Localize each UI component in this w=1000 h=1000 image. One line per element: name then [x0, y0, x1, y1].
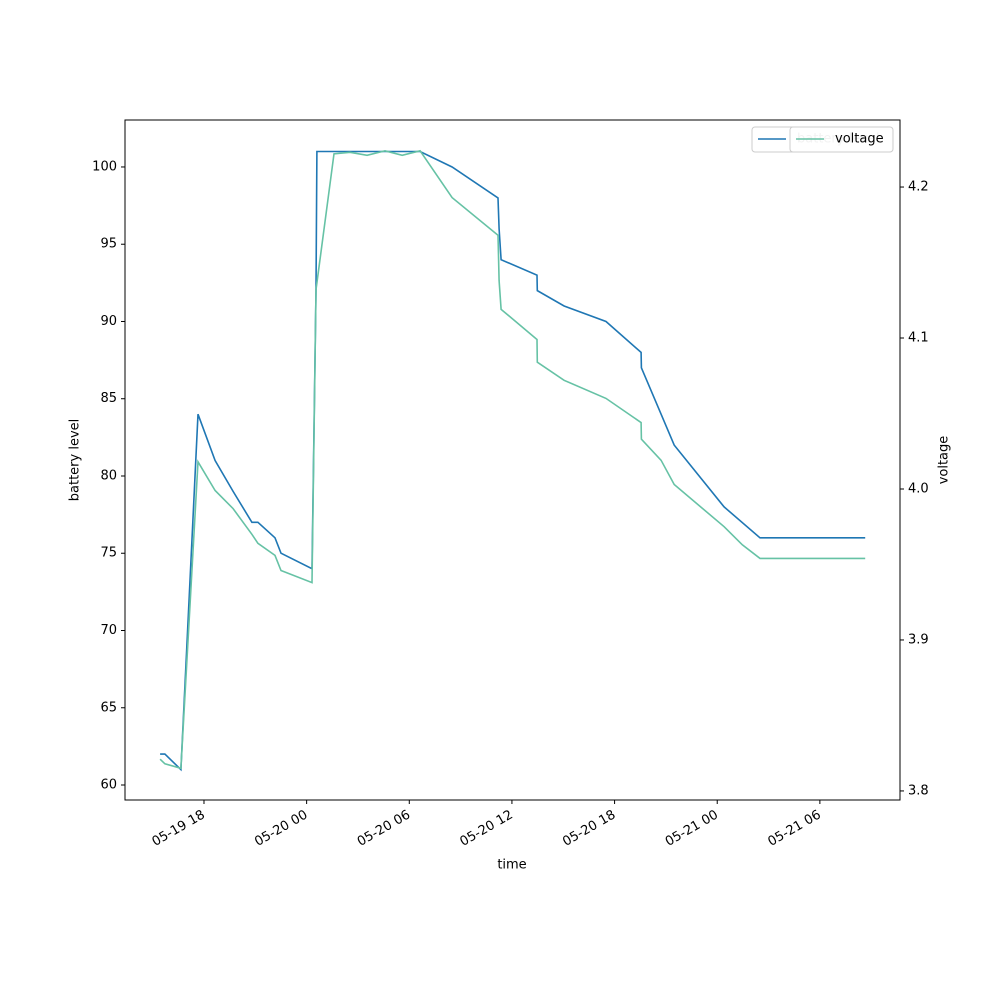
- y-axis-label: battery level: [68, 419, 83, 502]
- y-tick-label: 100: [92, 159, 117, 174]
- x-tick-label: 05-20 00: [252, 808, 310, 850]
- y2-axis-label: voltage: [937, 436, 952, 485]
- y-tick-label: 95: [100, 237, 117, 252]
- y-tick-label: 60: [100, 778, 117, 793]
- legend-box: [789, 126, 894, 153]
- series-line: [159, 149, 866, 770]
- x-tick-label: 05-20 18: [560, 808, 618, 850]
- y-tick-label: 75: [100, 546, 117, 561]
- y-tick-label: 85: [100, 391, 117, 406]
- y2-tick-label: 3.8: [908, 783, 929, 798]
- plot-frame: [124, 119, 901, 801]
- y2-tick-label: 4.2: [908, 180, 929, 195]
- y2-tick-label: 4.0: [908, 481, 929, 496]
- y2-tick-label: 3.9: [908, 632, 929, 647]
- x-tick-label: 05-21 00: [663, 808, 721, 850]
- x-tick-label: 05-19 18: [150, 808, 208, 850]
- series-line: [160, 150, 866, 772]
- y-tick-label: 70: [100, 623, 117, 638]
- x-tick-label: 05-21 06: [766, 808, 824, 850]
- y-tick-label: 65: [100, 700, 117, 715]
- x-tick-label: 05-20 12: [458, 808, 516, 850]
- y-tick-label: 80: [100, 468, 117, 483]
- y-tick-label: 90: [100, 314, 117, 329]
- y2-tick-label: 4.1: [908, 331, 929, 346]
- legend-label: voltage: [835, 132, 884, 147]
- x-tick-label: 05-20 06: [355, 808, 413, 850]
- x-axis-label: time: [497, 858, 526, 873]
